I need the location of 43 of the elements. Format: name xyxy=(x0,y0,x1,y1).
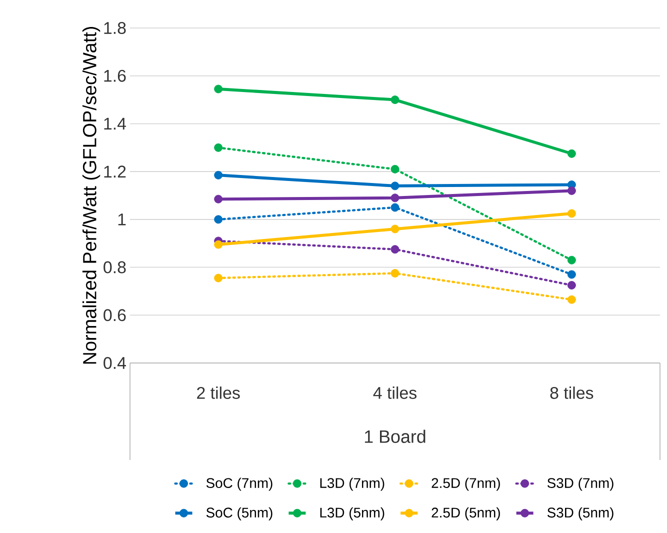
legend-label: 2.5D (7nm) xyxy=(432,478,500,491)
y-tick-label: 0.6 xyxy=(104,309,126,322)
legend-label: SoC (5nm) xyxy=(206,507,272,520)
point xyxy=(567,256,576,264)
y-tick-label: 0.8 xyxy=(104,261,126,274)
point xyxy=(214,274,223,282)
point xyxy=(567,295,576,304)
point xyxy=(390,245,400,254)
legend-label: L3D (5nm) xyxy=(320,507,384,520)
legend-label: SoC (7nm) xyxy=(206,478,272,491)
y-axis-title: Normalized Perf/Watt (GFLOP/sec/Watt) xyxy=(82,26,100,364)
y-tick-label: 1 xyxy=(118,214,126,226)
point xyxy=(390,96,400,104)
x-axis-title: 1 Board xyxy=(364,430,426,443)
point xyxy=(214,84,223,94)
x-tick-label: 4 tiles xyxy=(373,386,416,399)
legend-label: S3D (7nm) xyxy=(547,478,614,491)
point xyxy=(390,182,400,190)
point xyxy=(390,203,400,212)
point xyxy=(214,240,223,249)
y-tick-label: 1.2 xyxy=(104,166,126,178)
point xyxy=(567,280,576,290)
y-tick-label: 0.4 xyxy=(104,357,126,370)
point xyxy=(214,194,223,204)
point xyxy=(390,194,400,202)
point xyxy=(567,209,576,218)
point xyxy=(214,215,223,224)
y-tick-label: 1.6 xyxy=(104,70,126,82)
y-tick-label: 1.8 xyxy=(104,22,126,34)
point xyxy=(390,164,400,174)
point xyxy=(390,224,400,234)
point xyxy=(390,269,400,278)
y-tick-label: 1.4 xyxy=(104,118,126,130)
point xyxy=(567,186,576,195)
point xyxy=(567,270,576,279)
legend-label: S3D (5nm) xyxy=(547,507,614,520)
legend-label: 2.5D (5nm) xyxy=(432,507,500,520)
point xyxy=(214,143,223,152)
legend-label: L3D (7nm) xyxy=(320,478,384,491)
x-tick-label: 2 tiles xyxy=(197,386,240,399)
point xyxy=(214,170,223,180)
x-tick-label: 8 tiles xyxy=(550,386,594,399)
point xyxy=(567,149,576,158)
